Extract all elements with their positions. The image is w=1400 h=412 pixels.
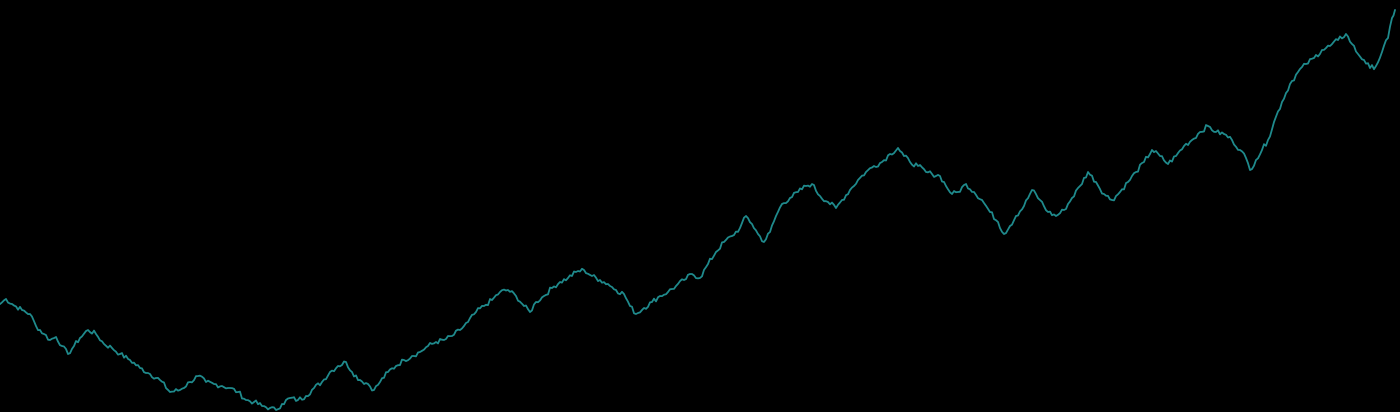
series-line-0 [0,9,1396,411]
